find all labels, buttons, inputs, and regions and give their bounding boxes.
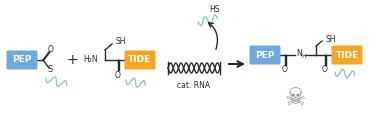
FancyBboxPatch shape [6, 51, 37, 69]
Text: SH: SH [115, 37, 125, 46]
Text: PEP: PEP [12, 55, 32, 64]
FancyBboxPatch shape [124, 51, 155, 69]
Text: SH: SH [325, 34, 336, 44]
FancyBboxPatch shape [249, 46, 280, 64]
Text: TIDE: TIDE [129, 55, 152, 64]
Text: H₂N: H₂N [83, 55, 98, 64]
Text: PEP: PEP [255, 51, 275, 60]
Text: O: O [48, 45, 54, 54]
Text: ☠: ☠ [284, 86, 305, 110]
Text: O: O [322, 66, 328, 75]
Text: cat. RNA: cat. RNA [177, 80, 211, 90]
Text: N: N [296, 49, 302, 59]
Text: O: O [282, 66, 288, 75]
Text: +: + [66, 53, 78, 67]
Text: S: S [47, 66, 53, 75]
Text: H: H [301, 54, 306, 60]
Text: HS: HS [210, 6, 220, 15]
Text: TIDE: TIDE [335, 51, 359, 60]
FancyArrowPatch shape [209, 23, 217, 49]
Text: O: O [115, 70, 121, 79]
FancyBboxPatch shape [332, 46, 363, 64]
